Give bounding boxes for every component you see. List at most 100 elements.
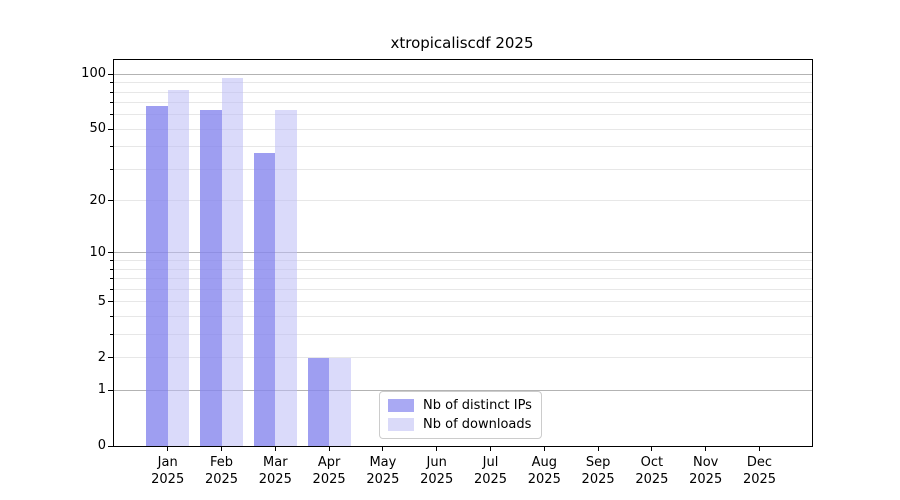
- x-axis-tick: [759, 446, 760, 451]
- month-name: May: [369, 455, 397, 470]
- minor-gridline: [114, 102, 812, 104]
- x-tick-label-may: May 2025: [356, 454, 410, 488]
- y-tick-label: 0: [97, 438, 106, 453]
- y-axis-minor-tick: [110, 114, 113, 116]
- y-axis-minor-tick: [110, 102, 113, 104]
- y-tick-label: 100: [81, 66, 106, 82]
- month-name: Oct: [640, 455, 664, 470]
- y-tick-label: 20: [89, 192, 106, 208]
- legend-swatch-icon: [388, 399, 414, 412]
- month-name: Aug: [531, 455, 557, 470]
- minor-gridline: [114, 82, 812, 84]
- month-year: 2025: [312, 472, 346, 487]
- month-year: 2025: [258, 472, 292, 487]
- x-axis-tick: [328, 446, 330, 451]
- month-name: Mar: [263, 455, 288, 470]
- minor-gridline: [114, 333, 812, 335]
- y-axis-minor-tick: [110, 168, 113, 170]
- y-axis-tick: [108, 252, 113, 254]
- y-tick-label: 50: [89, 121, 106, 137]
- legend-swatch-icon: [388, 418, 414, 431]
- legend-label: Nb of downloads: [423, 417, 532, 432]
- legend: Nb of distinct IPs Nb of downloads: [379, 391, 542, 439]
- bar-mar-distinct-ips[interactable]: [253, 153, 276, 446]
- month-name: Jul: [482, 455, 499, 470]
- y-axis-minor-tick: [110, 268, 113, 270]
- y-axis-tick: [108, 73, 113, 75]
- minor-gridline: [114, 278, 812, 280]
- x-axis-tick: [167, 446, 169, 451]
- y-tick-label: 10: [89, 244, 106, 260]
- month-year: 2025: [420, 472, 454, 487]
- y-axis-minor-tick: [110, 260, 113, 262]
- x-axis-tick: [490, 446, 491, 451]
- y-axis-minor-tick: [110, 128, 113, 130]
- x-axis-tick: [221, 446, 222, 451]
- legend-label: Nb of distinct IPs: [423, 398, 532, 413]
- minor-gridline: [114, 260, 812, 262]
- bar-feb-downloads[interactable]: [221, 78, 243, 446]
- month-year: 2025: [689, 472, 723, 487]
- legend-item: Nb of distinct IPs: [388, 398, 532, 413]
- month-name: Nov: [693, 455, 719, 470]
- month-name: Feb: [209, 455, 234, 470]
- minor-gridline: [114, 168, 812, 170]
- x-tick-label-dec: Dec 2025: [733, 454, 787, 488]
- minor-gridline: [114, 315, 812, 317]
- x-axis-tick: [274, 446, 276, 451]
- chart-title: xtropicaliscdf 2025: [390, 34, 534, 52]
- x-axis-tick: [597, 446, 599, 451]
- month-name: Apr: [317, 455, 341, 470]
- y-axis-minor-tick: [110, 301, 113, 303]
- month-year: 2025: [581, 472, 615, 487]
- x-tick-label-jun: Jun 2025: [410, 454, 464, 488]
- y-axis-minor-tick: [110, 278, 113, 280]
- y-tick-label: 1: [97, 382, 106, 398]
- y-tick-label: 2: [97, 349, 106, 365]
- y-axis-minor-tick: [110, 82, 113, 84]
- x-tick-label-apr: Apr 2025: [302, 454, 356, 488]
- month-name: Sep: [585, 455, 611, 470]
- plot-area: Nb of distinct IPs Nb of downloads 100 50 2…: [81, 59, 813, 487]
- major-gridline: [114, 389, 812, 391]
- month-year: 2025: [742, 472, 777, 487]
- x-axis-tick: [543, 446, 545, 451]
- x-tick-label-oct: Oct 2025: [625, 454, 679, 488]
- x-tick-label-mar: Mar 2025: [248, 454, 302, 488]
- y-axis-minor-tick: [110, 200, 113, 202]
- month-year: 2025: [635, 472, 669, 487]
- y-axis-minor-tick: [110, 91, 113, 93]
- x-axis-tick: [651, 446, 653, 451]
- x-axis-tick: [382, 446, 384, 451]
- minor-gridline: [114, 128, 812, 130]
- month-year: 2025: [527, 472, 561, 487]
- month-name: Dec: [746, 455, 773, 470]
- bar-apr-distinct-ips[interactable]: [307, 357, 330, 446]
- x-axis-tick: [436, 446, 438, 451]
- minor-gridline: [114, 268, 812, 270]
- month-year: 2025: [204, 472, 239, 487]
- x-tick-label-nov: Nov 2025: [679, 454, 733, 488]
- y-axis-tick: [108, 389, 113, 391]
- x-tick-label-feb: Feb 2025: [195, 454, 249, 488]
- y-axis-minor-tick: [110, 288, 113, 290]
- bar-apr-downloads[interactable]: [329, 357, 351, 446]
- month-year: 2025: [473, 472, 508, 487]
- major-gridline: [114, 252, 812, 254]
- month-year: 2025: [151, 472, 185, 487]
- x-tick-label-jul: Jul 2025: [464, 454, 518, 488]
- y-axis-minor-tick: [110, 146, 113, 148]
- x-tick-label-jan: Jan 2025: [141, 454, 195, 488]
- x-tick-label-sep: Sep 2025: [571, 454, 625, 488]
- month-year: 2025: [366, 472, 400, 487]
- bar-jan-distinct-ips[interactable]: [146, 106, 168, 446]
- bar-feb-distinct-ips[interactable]: [200, 109, 222, 446]
- minor-gridline: [114, 301, 812, 303]
- y-axis-minor-tick: [110, 333, 113, 335]
- month-name: Jan: [157, 455, 178, 470]
- x-tick-label-aug: Aug 2025: [517, 454, 571, 488]
- minor-gridline: [114, 91, 812, 93]
- bar-mar-downloads[interactable]: [275, 109, 297, 446]
- bar-jan-downloads[interactable]: [167, 90, 190, 446]
